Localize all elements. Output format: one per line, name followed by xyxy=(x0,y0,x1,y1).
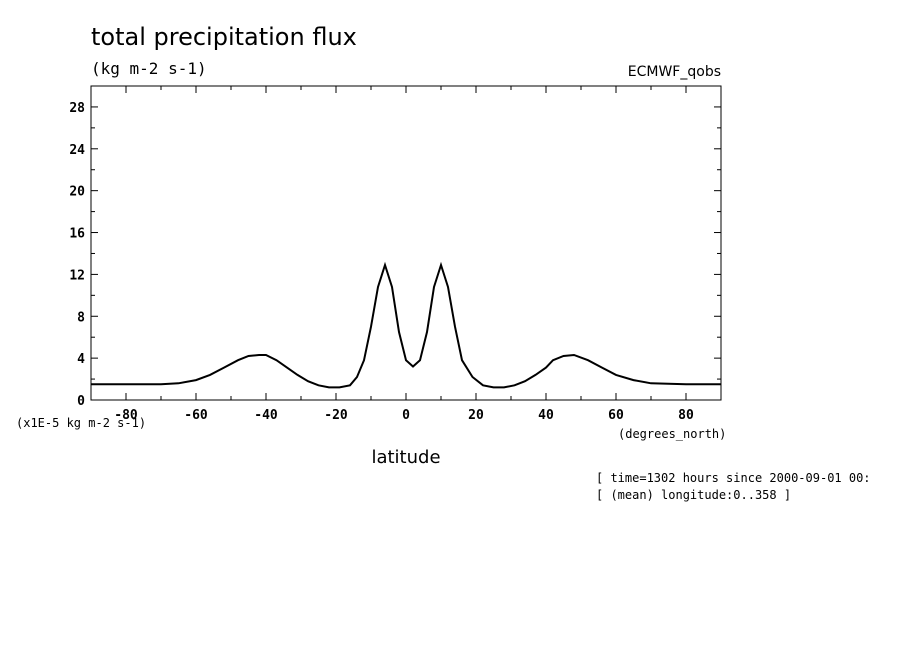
y-tick-label: 28 xyxy=(69,101,85,116)
y-tick-label: 20 xyxy=(69,185,85,200)
x-tick-label: 0 xyxy=(402,408,410,423)
x-tick-label: 60 xyxy=(608,408,624,423)
x-axis: -80 -60 -40 -20 0 20 40 60 80 xyxy=(90,86,722,423)
chart-units: (kg m-2 s-1) xyxy=(91,59,207,78)
longitude-annotation: [ (mean) longitude:0..358 ] xyxy=(596,488,791,502)
x-tick-label: 80 xyxy=(678,408,694,423)
x-tick-label: -80 xyxy=(114,408,138,423)
y-tick-label: 4 xyxy=(77,352,85,367)
series-line xyxy=(91,261,721,389)
y-tick-label: 0 xyxy=(77,394,85,409)
x-axis-label: latitude xyxy=(371,447,440,468)
x-tick-label: -40 xyxy=(254,408,278,423)
x-tick-label: 40 xyxy=(538,408,554,423)
y-tick-label: 24 xyxy=(69,143,85,158)
x-units-label: (degrees_north) xyxy=(618,427,726,441)
chart-title: total precipitation flux xyxy=(91,23,357,51)
plot-frame xyxy=(90,85,722,401)
x-tick-label: 20 xyxy=(468,408,484,423)
y-tick-label: 8 xyxy=(77,310,85,325)
y-scale-label: (x1E-5 kg m-2 s-1) xyxy=(16,416,146,430)
dataset-label: ECMWF_qobs xyxy=(628,64,721,80)
y-tick-label: 12 xyxy=(69,268,85,283)
y-axis: 0 4 8 12 16 20 24 28 xyxy=(69,85,721,409)
y-tick-label: 16 xyxy=(69,227,85,242)
time-annotation: [ time=1302 hours since 2000-09-01 00: xyxy=(596,471,871,485)
x-tick-label: -20 xyxy=(324,408,348,423)
x-tick-label: -60 xyxy=(184,408,208,423)
